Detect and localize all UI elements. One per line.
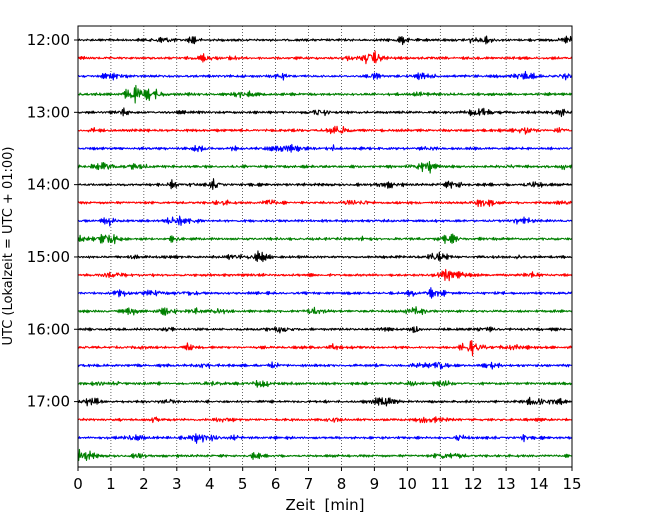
plot-background (78, 26, 572, 467)
x-tick-label: 9 (370, 475, 380, 493)
trace-line (77, 160, 573, 174)
trace-line (77, 433, 573, 444)
trace-line (77, 396, 573, 407)
x-tick-label: 4 (205, 475, 215, 493)
trace-line (77, 250, 573, 263)
trace-line (77, 70, 573, 81)
x-axis-ticks: 0 1 2 3 4 5 6 7 8 9 10 11 12 13 14 15 (73, 467, 582, 493)
x-tick-label: 10 (398, 475, 417, 493)
trace-line (77, 199, 573, 208)
y-tick-label: 14:00 (27, 176, 70, 194)
x-tick-label: 3 (172, 475, 182, 493)
trace-line (77, 215, 573, 227)
y-tick-label: 16:00 (27, 320, 70, 338)
seismic-traces (77, 35, 573, 462)
x-tick-label: 14 (530, 475, 549, 493)
x-tick-label: 2 (139, 475, 149, 493)
trace-line (77, 306, 573, 316)
x-tick-label: 0 (73, 475, 83, 493)
trace-line (77, 326, 573, 334)
trace-line (77, 143, 573, 153)
trace-line (77, 125, 573, 135)
x-tick-label: 7 (304, 475, 314, 493)
trace-line (77, 416, 573, 424)
y-axis-label: UTC (Lokalzeit = UTC + 01:00) (1, 147, 16, 346)
trace-line (77, 287, 573, 299)
trace-line (77, 448, 573, 462)
trace-line (77, 35, 573, 46)
trace-line (77, 233, 573, 245)
x-tick-label: 6 (271, 475, 281, 493)
trace-line (77, 107, 573, 118)
trace-line (77, 379, 573, 388)
x-tick-label: 12 (464, 475, 483, 493)
trace-line (77, 50, 573, 65)
y-tick-label: 17:00 (27, 393, 70, 411)
x-tick-label: 8 (337, 475, 347, 493)
x-tick-label: 11 (431, 475, 450, 493)
y-tick-label: 15:00 (27, 248, 70, 266)
x-tick-label: 5 (238, 475, 248, 493)
x-tick-label: 13 (497, 475, 516, 493)
y-axis-ticks: 12:00 13:00 14:00 15:00 16:00 17:00 (27, 31, 78, 411)
x-axis-label: Zeit [min] (285, 496, 364, 514)
x-tick-label: 15 (562, 475, 581, 493)
trace-line (77, 361, 573, 370)
plot-frame (77, 25, 573, 468)
y-tick-label: 12:00 (27, 31, 70, 49)
trace-line (77, 84, 573, 104)
x-tick-label: 1 (106, 475, 116, 493)
y-tick-label: 13:00 (27, 103, 70, 121)
trace-line (77, 339, 573, 357)
trace-line (77, 268, 573, 282)
trace-line (77, 178, 573, 190)
